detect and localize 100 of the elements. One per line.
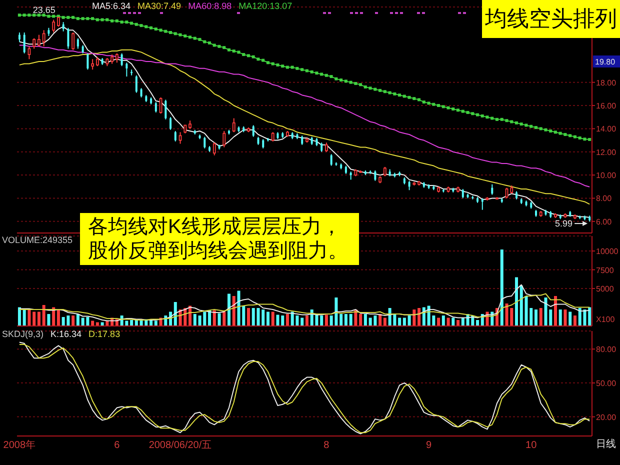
text: MA120:13.07	[238, 1, 292, 11]
bar	[32, 312, 36, 326]
bar	[56, 310, 60, 326]
bar	[130, 320, 134, 326]
bar	[300, 318, 304, 326]
candlestick	[462, 188, 464, 199]
bar	[452, 318, 455, 326]
candlestick	[170, 116, 172, 130]
y-tick-label: 50.00	[596, 378, 617, 388]
annotation: 23.65	[32, 4, 56, 15]
bar	[437, 318, 440, 326]
line-series	[18, 284, 590, 322]
bar	[520, 286, 523, 326]
x-tick-label: 2008年	[3, 439, 36, 451]
bar	[276, 314, 280, 326]
bar	[22, 310, 26, 326]
bar	[500, 250, 504, 326]
bar	[515, 277, 518, 326]
candlestick	[72, 32, 75, 50]
y-tick-label: 8.00	[596, 194, 612, 204]
bar	[320, 316, 324, 326]
bar	[573, 316, 576, 326]
bar	[72, 316, 75, 326]
bar	[218, 313, 221, 326]
candlestick	[91, 58, 94, 70]
candlestick	[320, 142, 323, 152]
candlestick	[76, 38, 79, 50]
candlestick	[212, 142, 216, 156]
bar	[28, 308, 31, 326]
bar	[446, 318, 450, 326]
bar	[281, 316, 284, 326]
candlestick	[140, 88, 142, 98]
y-tick-label: 14.00	[596, 124, 617, 134]
bar	[340, 314, 343, 326]
text: MA30:7.49	[138, 1, 182, 11]
candlestick	[301, 135, 304, 146]
bar	[47, 314, 50, 326]
bar	[534, 310, 538, 326]
x-tick-label: 8	[324, 440, 330, 451]
y-tick-label: 5000	[596, 284, 614, 294]
y-tick-label: 20.00	[596, 412, 617, 422]
candlestick	[110, 54, 114, 64]
bar	[558, 310, 562, 326]
bar	[222, 312, 226, 326]
candlestick	[325, 142, 328, 152]
text: MA5:6.34	[92, 1, 131, 11]
candlestick	[32, 38, 36, 50]
bar	[418, 308, 421, 326]
bar	[398, 318, 402, 326]
candlestick	[62, 22, 64, 32]
candlestick	[204, 136, 206, 149]
candlestick	[262, 138, 264, 149]
candlestick	[232, 118, 236, 133]
candlestick	[252, 124, 254, 138]
bar	[442, 316, 445, 326]
candlestick	[120, 52, 123, 67]
x-tick-label: 2008/06/20/五	[148, 440, 212, 451]
candlestick	[135, 74, 138, 94]
y-tick-label: 10.00	[596, 171, 617, 180]
bar	[193, 314, 196, 326]
candlestick	[126, 62, 128, 78]
annotation: 各均线对K线形成层层压力，股价反弹到均线会遇到阻力。	[80, 213, 359, 265]
bar	[42, 305, 46, 326]
candlestick	[408, 180, 410, 191]
candlestick	[222, 130, 226, 148]
chart-title: VOLUME:249355	[2, 235, 73, 245]
candlestick	[18, 32, 20, 42]
candlestick	[115, 52, 118, 64]
bar	[305, 316, 308, 326]
bar	[271, 312, 274, 326]
candlestick	[86, 52, 89, 70]
series-label: K:16.34	[50, 329, 82, 339]
bar	[262, 310, 265, 326]
text: MA60:8.98	[188, 1, 232, 11]
bar	[539, 308, 542, 326]
candlestick	[67, 27, 70, 50]
y-tick-label: 10000	[596, 247, 619, 256]
candlestick	[374, 170, 376, 182]
bar	[37, 312, 40, 326]
candlestick	[178, 132, 182, 144]
bar	[544, 298, 548, 326]
candlestick	[23, 32, 26, 54]
bar	[476, 320, 480, 326]
candlestick	[38, 34, 40, 47]
candlestick	[96, 56, 99, 67]
x-axis-title: 日线	[596, 439, 616, 450]
chart-title: 均线空头排列	[482, 0, 620, 38]
bar	[349, 314, 352, 326]
y-axis-title: X100	[596, 315, 615, 324]
bar	[412, 310, 416, 326]
y-tick-label: 6.00	[596, 217, 612, 226]
bar	[549, 310, 552, 326]
x-tick-label: 9	[426, 440, 432, 451]
bar	[554, 296, 557, 326]
x-tick-label: 10	[526, 440, 538, 451]
candlestick	[57, 16, 60, 28]
bar	[359, 314, 362, 326]
candlestick	[154, 102, 157, 113]
candlestick	[164, 99, 167, 120]
bar	[456, 320, 460, 326]
